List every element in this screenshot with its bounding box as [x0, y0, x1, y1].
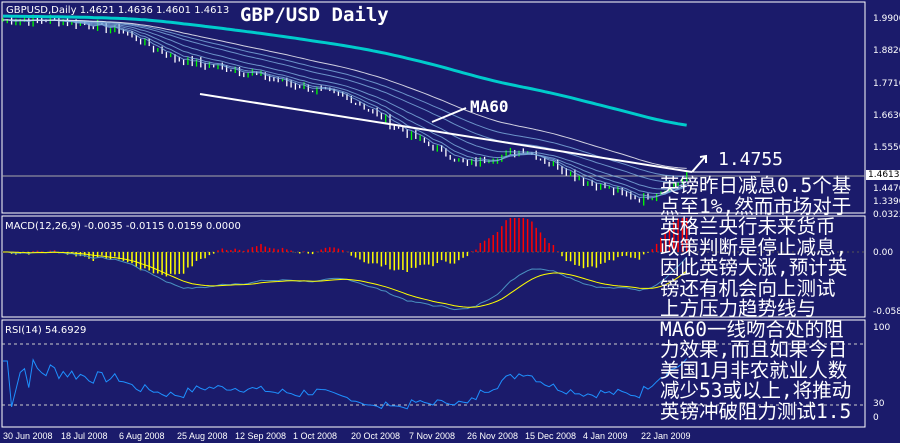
commentary-line: 英镑冲破阻力测试1.5 [660, 399, 852, 423]
arrow-up-icon [691, 154, 707, 173]
main-panel-border [1, 1, 866, 214]
ma-5-line [2, 19, 688, 199]
x-tick: 20 Oct 2008 [351, 431, 401, 441]
commentary-line: 减少53或以上,将推动 [660, 379, 852, 402]
commentary-line: 镑还有机会向上测试 [660, 276, 836, 300]
resistance-trendline [199, 93, 693, 173]
y-tick: 1.4470 [873, 184, 900, 194]
commentary-line: 上方压力趋势线与 [660, 297, 817, 320]
x-tick: 4 Jan 2009 [583, 431, 628, 441]
y-tick: 1.7710 [873, 79, 900, 89]
commentary-line: 力效果,而且如果今日 [660, 338, 848, 361]
x-tick: 25 Aug 2008 [177, 431, 228, 441]
current-price-label: 1.4613 [866, 170, 900, 180]
commentary-line: 因此英镑大涨,预计英 [660, 256, 848, 279]
macd-tick: 0.00 [873, 248, 894, 258]
x-tick: 22 Jan 2009 [641, 431, 691, 441]
signal-line [3, 251, 688, 308]
macd-panel-border [1, 215, 866, 318]
ma-45-line [2, 19, 687, 177]
y-tick: 1.9900 [873, 14, 900, 24]
x-tick: 18 Jul 2008 [61, 431, 108, 441]
ohlc-values: 1.4621 1.4636 1.4601 1.4613 [79, 5, 230, 16]
rsi-tick: 100 [873, 323, 891, 333]
symbol-label: GBPUSD,Daily 1.4621 1.4636 1.4601 1.4613 [6, 5, 229, 17]
y-tick: 1.3390 [873, 197, 900, 207]
y-tick: 1.5550 [873, 143, 900, 153]
ma-21-line [2, 19, 687, 190]
chart-title: GBP/USD Daily [240, 4, 389, 26]
rsi-line [3, 358, 688, 410]
commentary-line: 政策判断是停止减息, [660, 235, 848, 259]
ma-60-line [2, 19, 687, 169]
x-tick: 6 Aug 2008 [119, 431, 165, 441]
x-tick: 7 Nov 2008 [409, 431, 456, 441]
rsi-tick: 30 [873, 399, 885, 409]
target-annotation: 1.4755 [718, 149, 784, 170]
y-tick: 1.6630 [873, 111, 900, 121]
ma-8-line [2, 19, 687, 197]
ma-13-line [2, 19, 687, 195]
commentary-text: 英镑昨日减息0.5个基 点至1%,然而市场对于 英格兰央行未来货币 政策判断是停止减息… [660, 174, 852, 423]
rsi-tick: 0 [873, 413, 879, 423]
commentary-line: 英镑昨日减息0.5个基 [660, 174, 852, 197]
ma60-annotation: MA60 [470, 97, 509, 116]
y-tick: 1.8820 [873, 46, 900, 56]
x-tick: 30 Jun 2008 [3, 431, 53, 441]
macd-label: MACD(12,26,9) -0.0035 -0.0115 0.0159 0.0… [5, 221, 241, 232]
x-tick: 26 Nov 2008 [467, 431, 519, 441]
commentary-line: 美国1月非农就业人数 [660, 358, 848, 382]
macd-tick: -0.0583 [873, 307, 900, 317]
long-ma-line [3, 14, 687, 127]
rsi-label: RSI(14) 54.6929 [5, 325, 87, 336]
macd-tick: 0.0323 [873, 210, 900, 220]
x-tick: 12 Sep 2008 [235, 431, 287, 441]
commentary-line: 英格兰央行未来货币 [660, 215, 836, 238]
ma-34-line [2, 19, 687, 183]
ma60-pointer-line [431, 107, 467, 123]
x-tick: 1 Oct 2008 [293, 431, 338, 441]
rsi-panel-border [1, 319, 866, 428]
commentary-line: 点至1%,然而市场对于 [660, 194, 852, 218]
x-tick: 15 Dec 2008 [525, 431, 577, 441]
symbol: GBPUSD,Daily [6, 5, 77, 16]
commentary-line: MA60一线吻合处的阻 [660, 317, 844, 341]
